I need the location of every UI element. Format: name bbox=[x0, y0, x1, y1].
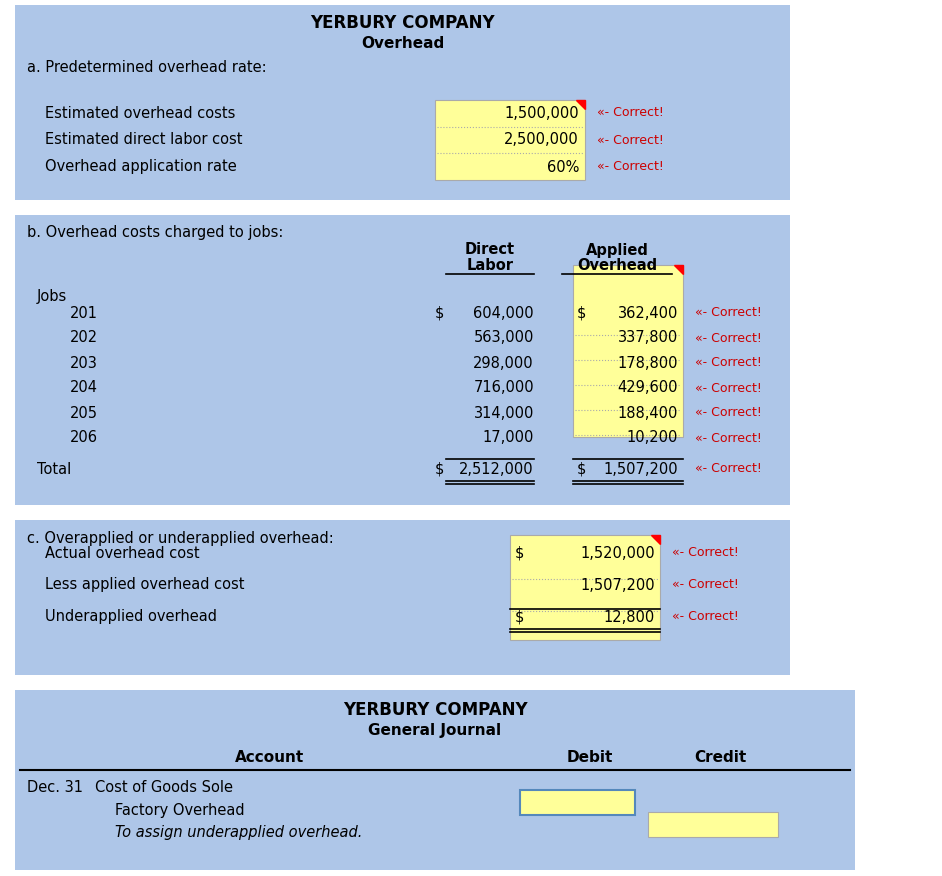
Text: 362,400: 362,400 bbox=[618, 306, 678, 321]
Text: 188,400: 188,400 bbox=[618, 406, 678, 420]
Text: 203: 203 bbox=[70, 356, 98, 371]
Text: «- Correct!: «- Correct! bbox=[672, 578, 739, 591]
Bar bbox=[520, 790, 635, 815]
Bar bbox=[15, 215, 790, 505]
Text: $: $ bbox=[577, 462, 586, 477]
Text: 298,000: 298,000 bbox=[474, 356, 534, 371]
Text: 201: 201 bbox=[70, 306, 98, 321]
Text: Estimated direct labor cost: Estimated direct labor cost bbox=[45, 132, 242, 147]
Text: Jobs: Jobs bbox=[37, 289, 67, 305]
Text: Actual overhead cost: Actual overhead cost bbox=[45, 546, 200, 561]
Text: $: $ bbox=[435, 462, 445, 477]
Text: «- Correct!: «- Correct! bbox=[597, 160, 664, 173]
Text: 17,000: 17,000 bbox=[482, 430, 534, 446]
Text: «- Correct!: «- Correct! bbox=[695, 463, 762, 476]
Bar bbox=[648, 812, 778, 837]
Text: c. Overapplied or underapplied overhead:: c. Overapplied or underapplied overhead: bbox=[27, 531, 333, 546]
Text: $: $ bbox=[435, 306, 445, 321]
Text: YERBURY COMPANY: YERBURY COMPANY bbox=[343, 701, 528, 719]
Polygon shape bbox=[576, 100, 585, 109]
Text: Underapplied overhead: Underapplied overhead bbox=[45, 610, 217, 625]
Text: Applied: Applied bbox=[586, 243, 648, 258]
Text: Factory Overhead: Factory Overhead bbox=[115, 802, 245, 817]
Bar bbox=[15, 690, 855, 870]
Text: 716,000: 716,000 bbox=[474, 380, 534, 395]
Text: Credit: Credit bbox=[694, 751, 746, 766]
Text: 1,520,000: 1,520,000 bbox=[580, 546, 655, 561]
Text: Overhead: Overhead bbox=[577, 258, 658, 273]
Polygon shape bbox=[651, 535, 660, 544]
Text: «- Correct!: «- Correct! bbox=[672, 547, 739, 560]
Text: Account: Account bbox=[236, 751, 304, 766]
Text: To assign underapplied overhead.: To assign underapplied overhead. bbox=[115, 825, 363, 840]
Text: 1,507,200: 1,507,200 bbox=[580, 577, 655, 592]
Text: «- Correct!: «- Correct! bbox=[672, 611, 739, 624]
Text: «- Correct!: «- Correct! bbox=[695, 307, 762, 320]
Text: YERBURY COMPANY: YERBURY COMPANY bbox=[310, 14, 495, 32]
Text: 206: 206 bbox=[70, 430, 98, 446]
Text: Direct: Direct bbox=[465, 243, 515, 258]
Text: Overhead application rate: Overhead application rate bbox=[45, 159, 236, 174]
Text: «- Correct!: «- Correct! bbox=[695, 432, 762, 444]
Text: «- Correct!: «- Correct! bbox=[597, 133, 664, 146]
Text: $: $ bbox=[577, 306, 586, 321]
Text: «- Correct!: «- Correct! bbox=[695, 406, 762, 420]
Text: 205: 205 bbox=[70, 406, 98, 420]
Text: Less applied overhead cost: Less applied overhead cost bbox=[45, 577, 245, 592]
Text: 202: 202 bbox=[70, 330, 98, 345]
Text: 314,000: 314,000 bbox=[474, 406, 534, 420]
Text: General Journal: General Journal bbox=[368, 723, 501, 738]
Text: 60%: 60% bbox=[546, 159, 579, 174]
Text: 604,000: 604,000 bbox=[474, 306, 534, 321]
Text: Dec. 31: Dec. 31 bbox=[27, 780, 83, 795]
Text: 10,200: 10,200 bbox=[626, 430, 678, 446]
Bar bbox=[573, 265, 683, 437]
Polygon shape bbox=[674, 265, 683, 274]
Text: «- Correct!: «- Correct! bbox=[597, 107, 664, 119]
Text: 204: 204 bbox=[70, 380, 98, 395]
Text: 337,800: 337,800 bbox=[618, 330, 678, 345]
Bar bbox=[510, 535, 660, 640]
Text: «- Correct!: «- Correct! bbox=[695, 331, 762, 344]
Text: 178,800: 178,800 bbox=[618, 356, 678, 371]
Bar bbox=[435, 100, 585, 180]
Text: 1,507,200: 1,507,200 bbox=[604, 462, 678, 477]
Text: Overhead: Overhead bbox=[361, 36, 444, 51]
Text: a. Predetermined overhead rate:: a. Predetermined overhead rate: bbox=[27, 60, 267, 74]
Text: 429,600: 429,600 bbox=[618, 380, 678, 395]
Text: $: $ bbox=[515, 610, 525, 625]
Text: 2,512,000: 2,512,000 bbox=[460, 462, 534, 477]
Text: Estimated overhead costs: Estimated overhead costs bbox=[45, 105, 236, 121]
Text: «- Correct!: «- Correct! bbox=[695, 357, 762, 370]
Text: 12,800: 12,800 bbox=[604, 610, 655, 625]
Bar bbox=[15, 5, 790, 200]
Text: Debit: Debit bbox=[567, 751, 613, 766]
Text: 1,500,000: 1,500,000 bbox=[504, 105, 579, 121]
Text: Labor: Labor bbox=[466, 258, 513, 273]
Text: Total: Total bbox=[37, 462, 72, 477]
Text: $: $ bbox=[515, 546, 525, 561]
Text: 2,500,000: 2,500,000 bbox=[504, 132, 579, 147]
Text: 563,000: 563,000 bbox=[474, 330, 534, 345]
Bar bbox=[15, 520, 790, 675]
Text: Cost of Goods Sole: Cost of Goods Sole bbox=[95, 780, 233, 795]
Text: «- Correct!: «- Correct! bbox=[695, 382, 762, 394]
Text: b. Overhead costs charged to jobs:: b. Overhead costs charged to jobs: bbox=[27, 225, 284, 241]
